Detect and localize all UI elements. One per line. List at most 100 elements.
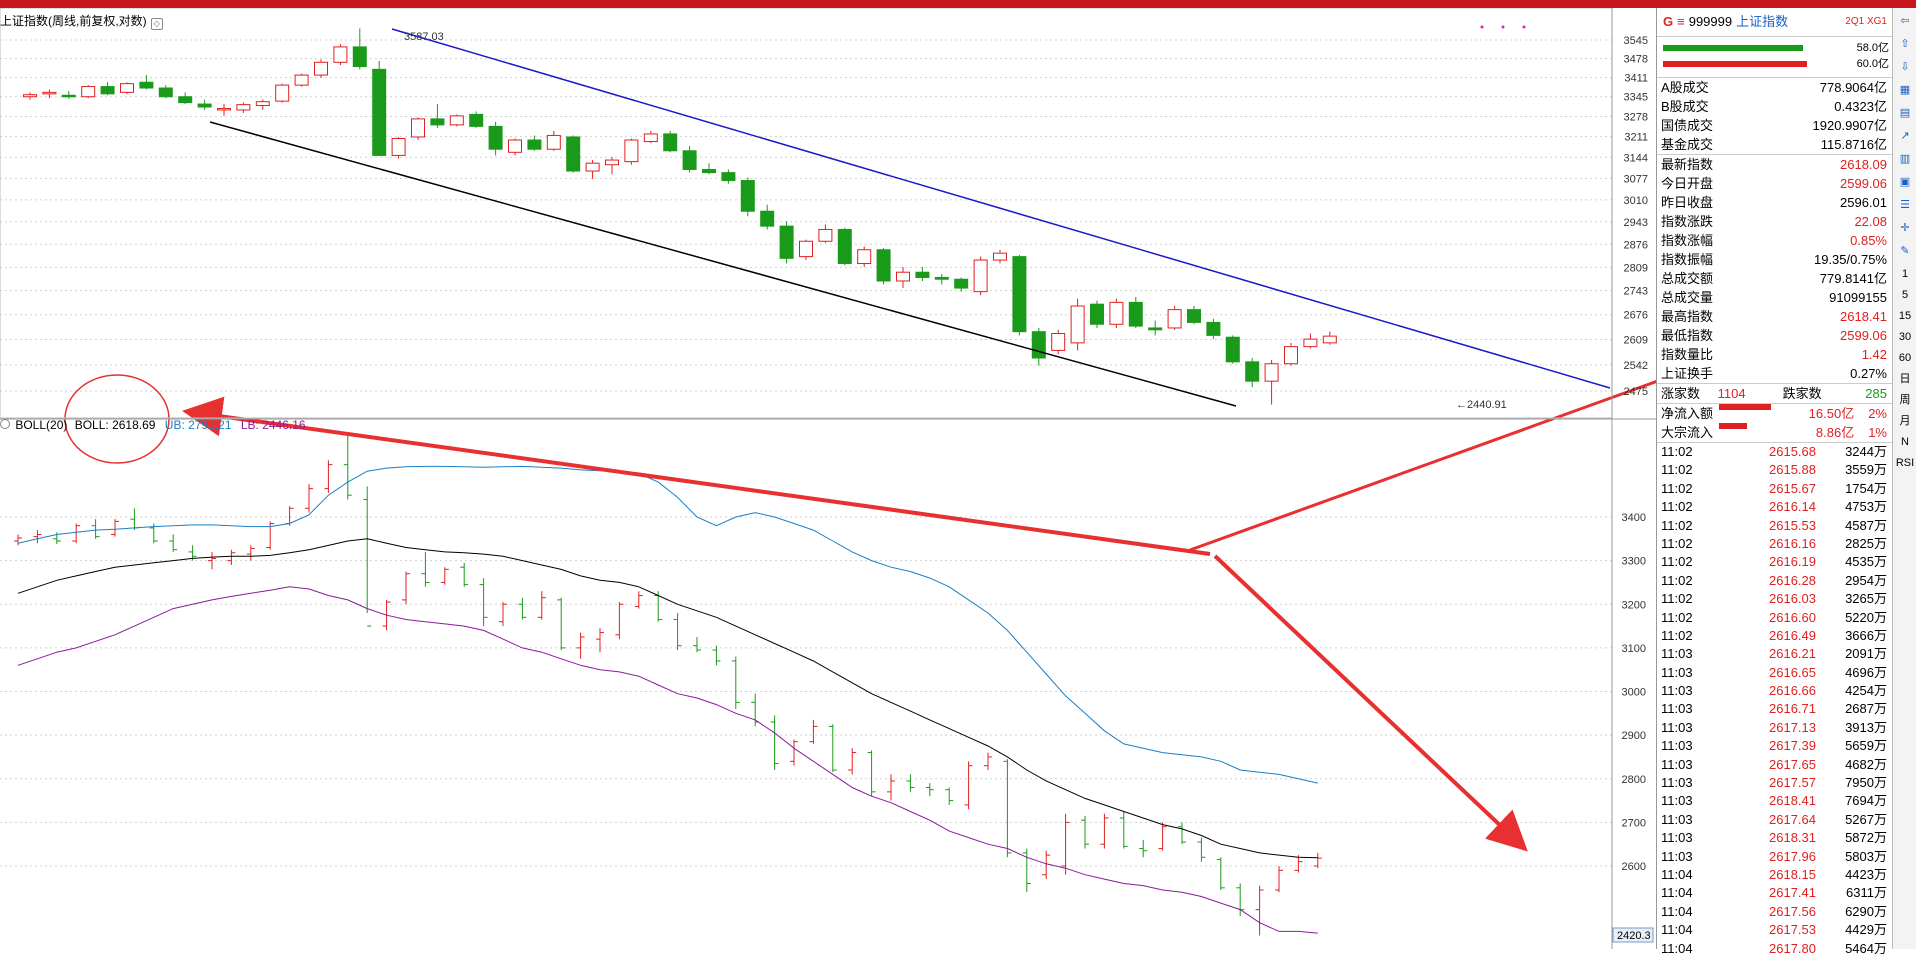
candle-body[interactable] — [1109, 301, 1124, 325]
tick-row[interactable]: 11:02 2615.53 4587万 — [1657, 517, 1893, 535]
candle-body[interactable] — [1012, 256, 1027, 333]
crosshair-icon[interactable]: ✛ — [1900, 222, 1910, 234]
candle-body[interactable] — [896, 271, 910, 282]
chart-area[interactable]: 3587.03 ←2440.91 3545 3478 3411 3345 3278 3211… — [0, 8, 1656, 949]
candle-body[interactable] — [255, 101, 270, 107]
candle-body[interactable] — [527, 139, 542, 150]
up-icon[interactable]: ⇧ — [1900, 38, 1910, 50]
period-button[interactable]: 30 — [1898, 331, 1912, 343]
tick-row[interactable]: 11:03 2616.66 4254万 — [1657, 682, 1893, 700]
candle-body[interactable] — [857, 249, 872, 265]
period-button[interactable]: N — [1901, 436, 1909, 448]
candle-body[interactable] — [1225, 336, 1240, 363]
indicator-settings-icon[interactable] — [0, 419, 10, 429]
candle-body[interactable] — [624, 139, 639, 163]
candle-body[interactable] — [643, 133, 658, 143]
tick-row[interactable]: 11:03 2617.39 5659万 — [1657, 737, 1893, 755]
candle-body[interactable] — [818, 228, 833, 242]
candle-body[interactable] — [993, 252, 1007, 261]
candle-body[interactable] — [837, 228, 852, 265]
candle-body[interactable] — [585, 162, 600, 172]
candle-body[interactable] — [139, 81, 154, 89]
candle-body[interactable] — [23, 94, 37, 98]
candle-body[interactable] — [333, 46, 348, 63]
candle-body[interactable] — [372, 68, 387, 156]
candle-body[interactable] — [508, 139, 522, 153]
tick-row[interactable]: 11:03 2616.21 2091万 — [1657, 645, 1893, 663]
period-button[interactable]: 5 — [1901, 289, 1909, 301]
tick-row[interactable]: 11:03 2616.71 2687万 — [1657, 700, 1893, 718]
candle-body[interactable] — [876, 249, 891, 282]
tick-list[interactable]: 11:02 2615.68 3244万 11:02 2615.88 3559万 11:02 2… — [1657, 443, 1893, 958]
tick-row[interactable]: 11:02 2616.49 3666万 — [1657, 627, 1893, 645]
period-button[interactable]: 1 — [1901, 268, 1909, 280]
tick-row[interactable]: 11:04 2617.53 4429万 — [1657, 921, 1893, 939]
tick-row[interactable]: 11:04 2618.15 4423万 — [1657, 866, 1893, 884]
period-button[interactable]: 月 — [1899, 415, 1911, 427]
tick-row[interactable]: 11:04 2617.41 6311万 — [1657, 884, 1893, 902]
period-button[interactable]: 60 — [1898, 352, 1912, 364]
period-button[interactable]: RSI — [1895, 457, 1915, 469]
period-button[interactable]: 15 — [1898, 310, 1912, 322]
bar-chart-icon[interactable]: ▥ — [1899, 153, 1911, 165]
candle-body[interactable] — [1051, 333, 1066, 351]
candle-body[interactable] — [1167, 309, 1182, 329]
candle-body[interactable] — [1322, 335, 1337, 344]
tick-row[interactable]: 11:03 2617.96 5803万 — [1657, 848, 1893, 866]
candle-body[interactable] — [352, 46, 367, 68]
candle-body[interactable] — [236, 104, 251, 111]
tick-row[interactable]: 11:02 2616.60 5220万 — [1657, 609, 1893, 627]
candle-body[interactable] — [411, 118, 425, 138]
candle-body[interactable] — [197, 103, 212, 108]
doc-icon[interactable]: ▣ — [1899, 176, 1911, 188]
tick-row[interactable]: 11:03 2617.57 7950万 — [1657, 774, 1893, 792]
candle-body[interactable] — [275, 84, 290, 102]
candle-body[interactable] — [1090, 303, 1104, 325]
candle-body[interactable] — [760, 210, 775, 227]
tick-row[interactable]: 11:03 2617.65 4682万 — [1657, 756, 1893, 774]
back-icon[interactable]: ⇦ — [1900, 15, 1910, 27]
candle-body[interactable] — [682, 150, 697, 170]
candle-body[interactable] — [566, 136, 581, 172]
candle-body[interactable] — [1187, 309, 1201, 323]
candle-body[interactable] — [42, 91, 57, 95]
candle-body[interactable] — [1284, 346, 1298, 365]
candle-body[interactable] — [1148, 327, 1163, 331]
grid-icon[interactable]: ▦ — [1899, 84, 1911, 96]
period-button[interactable]: 日 — [1899, 373, 1911, 385]
candle-body[interactable] — [1303, 338, 1318, 348]
candle-body[interactable] — [1206, 321, 1221, 336]
tick-row[interactable]: 11:03 2617.64 5267万 — [1657, 811, 1893, 829]
candle-body[interactable] — [954, 278, 969, 289]
candle-body[interactable] — [120, 83, 134, 93]
candle-body[interactable] — [1128, 301, 1143, 327]
candle-body[interactable] — [1264, 363, 1279, 382]
stock-name[interactable]: 上证指数 — [1736, 14, 1789, 29]
pencil-icon[interactable]: ✎ — [1900, 245, 1910, 257]
candle-body[interactable] — [702, 168, 716, 174]
candle-body[interactable] — [314, 61, 328, 76]
tick-row[interactable]: 11:04 2617.56 6290万 — [1657, 903, 1893, 921]
candle-body[interactable] — [779, 225, 794, 259]
down-icon[interactable]: ⇩ — [1900, 61, 1910, 73]
kline-chart-svg[interactable]: 3587.03 ←2440.91 3545 3478 3411 3345 3278 3211… — [0, 8, 1656, 949]
trend-icon[interactable]: ↗ — [1900, 130, 1910, 142]
tick-row[interactable]: 11:02 2616.16 2825万 — [1657, 535, 1893, 553]
candle-body[interactable] — [663, 133, 678, 152]
candle-body[interactable] — [217, 107, 231, 111]
list-icon[interactable]: ☰ — [1900, 199, 1910, 211]
candle-body[interactable] — [449, 115, 464, 126]
candle-body[interactable] — [469, 113, 484, 127]
tick-row[interactable]: 11:03 2616.65 4696万 — [1657, 664, 1893, 682]
candle-body[interactable] — [430, 118, 445, 126]
candle-body[interactable] — [1070, 305, 1085, 344]
candle-body[interactable] — [546, 134, 561, 150]
tick-row[interactable]: 11:02 2616.19 4535万 — [1657, 553, 1893, 571]
settings-icon[interactable]: ◇ — [150, 18, 163, 30]
tick-row[interactable]: 11:02 2616.14 4753万 — [1657, 498, 1893, 516]
tick-row[interactable]: 11:02 2616.03 3265万 — [1657, 590, 1893, 608]
candle-body[interactable] — [915, 271, 930, 278]
indicator-name[interactable]: BOLL(20) — [15, 418, 68, 432]
tick-row[interactable]: 11:02 2615.67 1754万 — [1657, 480, 1893, 498]
candle-body[interactable] — [178, 96, 193, 104]
